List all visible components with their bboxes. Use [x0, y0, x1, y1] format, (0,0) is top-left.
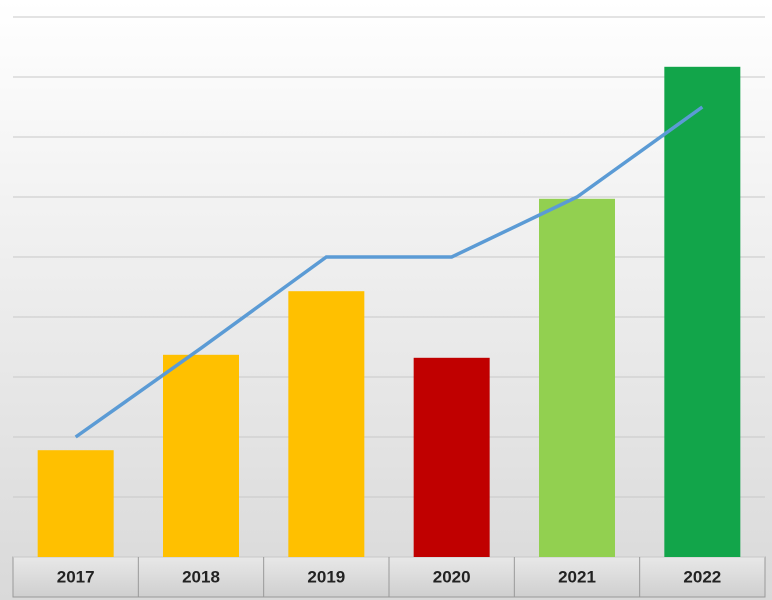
x-tick-label: 2020: [433, 567, 471, 586]
bar: [413, 357, 490, 557]
bar: [539, 198, 615, 558]
trend-line: [74, 105, 704, 439]
x-tick-label: 2018: [182, 567, 220, 586]
x-tick-label: 2017: [57, 567, 95, 586]
x-tick-label: 2019: [307, 567, 345, 586]
x-tick-label: 2022: [683, 567, 721, 586]
bar: [163, 354, 239, 557]
x-tick-label: 2021: [558, 567, 596, 586]
bar: [37, 450, 114, 557]
bar: [288, 291, 365, 557]
bar: [664, 66, 741, 558]
